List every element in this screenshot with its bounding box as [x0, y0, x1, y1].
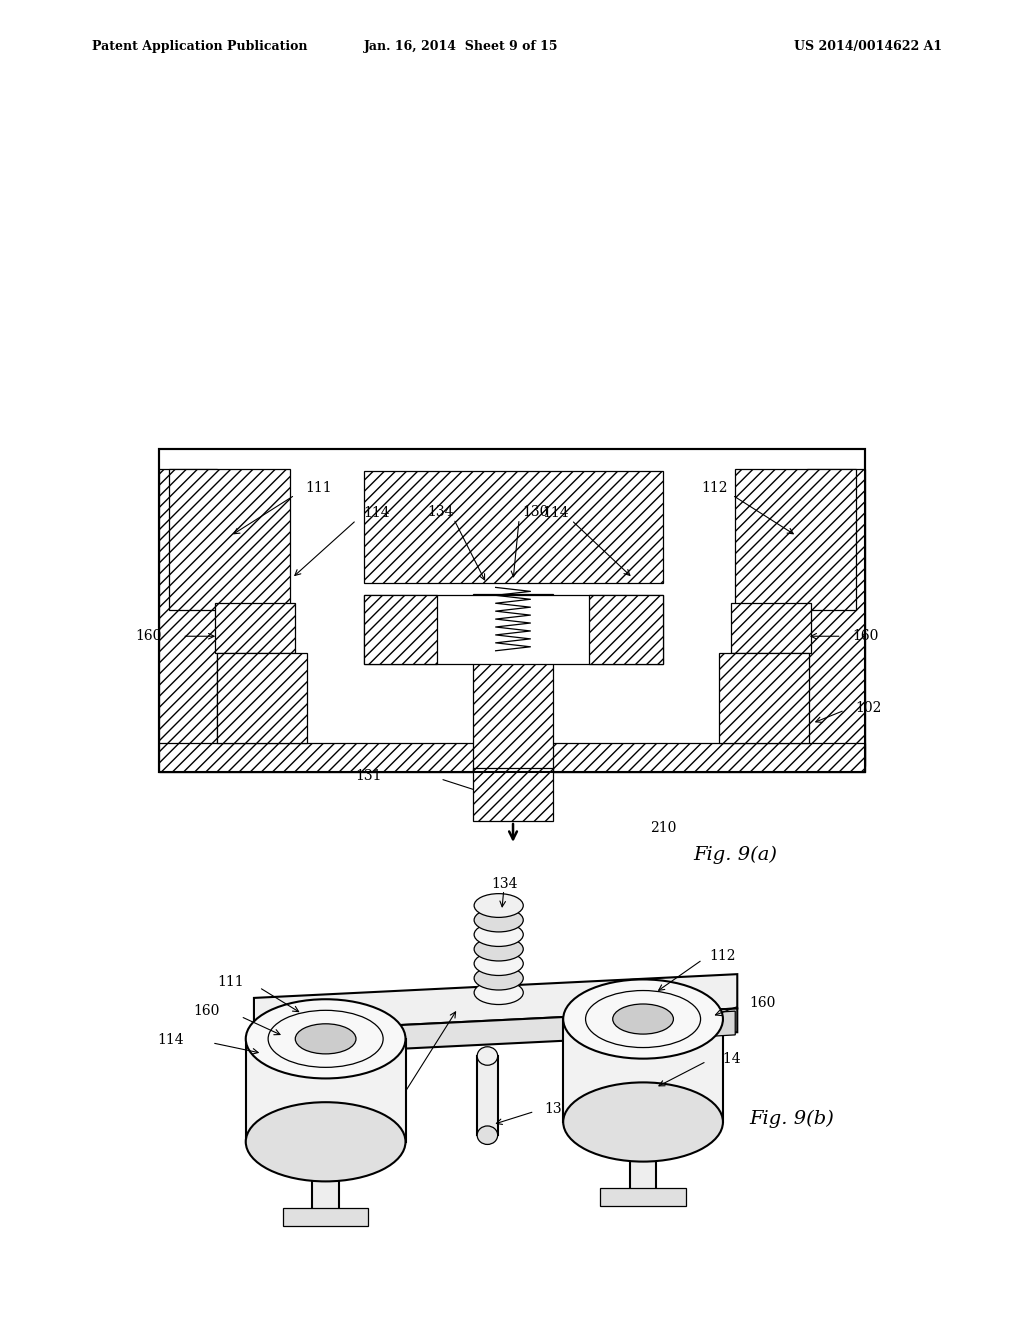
Bar: [215, 603, 295, 653]
Ellipse shape: [563, 979, 723, 1059]
Ellipse shape: [246, 999, 406, 1078]
Bar: [735, 469, 856, 610]
Text: 112: 112: [710, 949, 736, 962]
Text: 111: 111: [217, 975, 244, 989]
Bar: [169, 469, 290, 610]
Text: Fig. 9(a): Fig. 9(a): [693, 846, 777, 865]
Text: 114: 114: [543, 507, 569, 520]
Bar: [563, 1019, 723, 1122]
Bar: [630, 1122, 656, 1191]
Bar: [246, 1039, 406, 1142]
Bar: [159, 449, 865, 772]
Text: 102: 102: [855, 701, 882, 714]
Ellipse shape: [474, 894, 523, 917]
Bar: [807, 469, 865, 766]
Bar: [159, 743, 865, 772]
Ellipse shape: [474, 908, 523, 932]
Text: 210: 210: [650, 821, 677, 834]
Text: Jan. 16, 2014  Sheet 9 of 15: Jan. 16, 2014 Sheet 9 of 15: [364, 40, 558, 53]
Bar: [477, 1056, 498, 1135]
Bar: [600, 1188, 686, 1206]
Text: US 2014/0014622 A1: US 2014/0014622 A1: [794, 40, 942, 53]
Text: 134: 134: [492, 878, 518, 891]
Text: 130: 130: [522, 506, 549, 519]
Ellipse shape: [474, 952, 523, 975]
Text: 160: 160: [750, 997, 776, 1010]
Bar: [159, 469, 217, 766]
Bar: [312, 1142, 339, 1210]
Bar: [364, 471, 663, 583]
Polygon shape: [254, 974, 737, 1032]
Text: 134: 134: [427, 506, 454, 519]
Ellipse shape: [474, 937, 523, 961]
Text: 131: 131: [355, 770, 382, 783]
Text: 114: 114: [158, 1034, 184, 1047]
Text: 114: 114: [364, 507, 390, 520]
Text: 130: 130: [378, 1096, 404, 1109]
Ellipse shape: [477, 1047, 498, 1065]
Bar: [283, 1208, 369, 1226]
Bar: [589, 595, 663, 664]
Text: 131: 131: [545, 1102, 571, 1115]
Text: Patent Application Publication: Patent Application Publication: [92, 40, 307, 53]
Ellipse shape: [474, 923, 523, 946]
Text: Fig. 9(b): Fig. 9(b): [750, 1110, 834, 1129]
Text: 112: 112: [701, 482, 728, 495]
Bar: [364, 595, 437, 664]
Ellipse shape: [474, 981, 523, 1005]
Ellipse shape: [563, 1082, 723, 1162]
Ellipse shape: [246, 1102, 406, 1181]
Ellipse shape: [477, 1126, 498, 1144]
Text: 160: 160: [194, 1005, 220, 1018]
Bar: [719, 653, 809, 743]
Bar: [473, 768, 553, 821]
Polygon shape: [689, 1011, 735, 1038]
Ellipse shape: [295, 1024, 356, 1053]
Bar: [364, 595, 663, 664]
Bar: [731, 603, 811, 653]
Text: 160: 160: [852, 630, 879, 643]
Ellipse shape: [612, 1005, 674, 1034]
Polygon shape: [254, 1008, 737, 1056]
Ellipse shape: [474, 966, 523, 990]
Bar: [159, 449, 865, 772]
Bar: [473, 594, 553, 772]
Polygon shape: [264, 1032, 312, 1059]
Text: 114: 114: [715, 1052, 741, 1065]
Text: 111: 111: [305, 482, 332, 495]
Bar: [217, 653, 307, 743]
Text: 160: 160: [135, 630, 162, 643]
